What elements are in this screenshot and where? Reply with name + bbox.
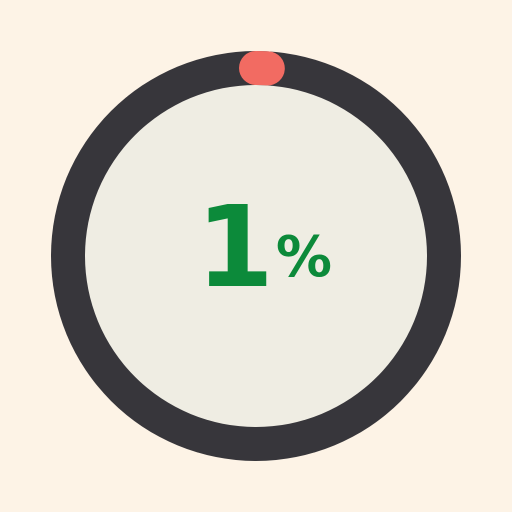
progress-inner-face: [85, 85, 427, 427]
progress-value: 1: [195, 183, 274, 313]
progress-unit: %: [275, 225, 333, 290]
progress-readout: 1 %: [8, 0, 512, 504]
